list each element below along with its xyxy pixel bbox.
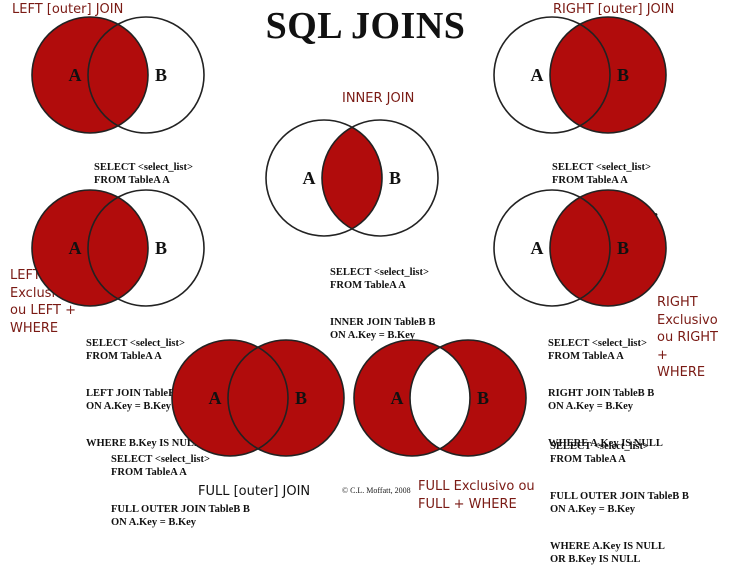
outline-a xyxy=(493,16,611,134)
intersection-region xyxy=(322,127,382,229)
outline-b xyxy=(321,119,439,237)
page-title: SQL JOINS xyxy=(265,5,466,47)
label-a: A xyxy=(531,238,544,258)
label-b: B xyxy=(477,388,489,408)
label-b: B xyxy=(295,388,307,408)
outline-a xyxy=(31,189,149,307)
label-b: B xyxy=(155,238,167,258)
caption-right-exclusive: RIGHT Exclusivo ou RIGHT + WHERE xyxy=(657,295,718,380)
circle-b xyxy=(550,17,666,133)
label-b: B xyxy=(617,65,629,85)
caption-full-join: FULL [outer] JOIN xyxy=(198,484,311,499)
outline-a xyxy=(353,339,471,457)
caption-left-exclusive: LEFT Exclusivo ou LEFT + WHERE xyxy=(10,268,76,336)
label-a: A xyxy=(531,65,544,85)
caption-left-join: LEFT [outer] JOIN xyxy=(12,2,124,17)
caption-right-join: RIGHT [outer] JOIN xyxy=(553,2,675,17)
outline-a xyxy=(265,119,383,237)
b-only-region xyxy=(550,190,666,306)
outline-b xyxy=(549,189,667,307)
outline-b xyxy=(227,339,345,457)
outline-a xyxy=(31,16,149,134)
label-a: A xyxy=(69,238,82,258)
label-a: A xyxy=(303,168,316,188)
credit: © C.L. Moffatt, 2008 xyxy=(342,486,411,495)
sql-full-join: SELECT <select_list> FROM TableA A FULL O… xyxy=(111,454,250,528)
label-b: B xyxy=(617,238,629,258)
intersection-region xyxy=(410,347,470,449)
label-b: B xyxy=(389,168,401,188)
caption-inner-join: INNER JOIN xyxy=(342,91,415,106)
sql-left-exclusive: SELECT <select_list> FROM TableA A LEFT J… xyxy=(86,338,201,449)
outline-b xyxy=(87,16,205,134)
label-b: B xyxy=(155,65,167,85)
outline-b xyxy=(87,189,205,307)
label-a: A xyxy=(391,388,404,408)
circle-a xyxy=(32,17,148,133)
outline-b xyxy=(409,339,527,457)
outline-a xyxy=(171,339,289,457)
a-only-region xyxy=(32,190,148,306)
outline-b xyxy=(549,16,667,134)
sql-inner-join: SELECT <select_list> FROM TableA A INNER … xyxy=(330,267,436,341)
label-a: A xyxy=(209,388,222,408)
label-a: A xyxy=(69,65,82,85)
circle-b xyxy=(228,340,344,456)
sql-right-exclusive: SELECT <select_list> FROM TableA A RIGHT … xyxy=(548,338,663,449)
outline-a xyxy=(493,189,611,307)
caption-full-exclusive: FULL Exclusivo ou FULL + WHERE xyxy=(418,479,535,512)
